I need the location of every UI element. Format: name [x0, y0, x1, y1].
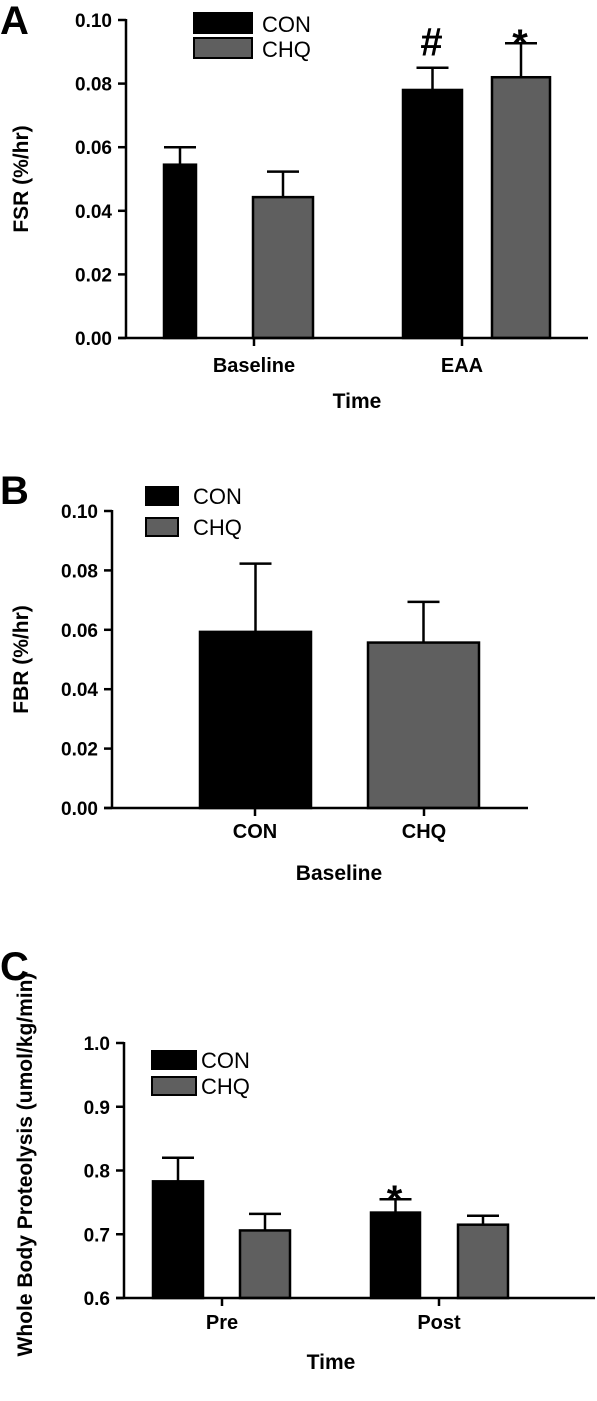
legend-swatch-chq	[193, 37, 253, 59]
y-tick-label: 0.02	[75, 265, 112, 286]
legend-swatch-con	[145, 486, 179, 506]
y-axis-title: Whole Body Proteolysis (umol/kg/min)	[14, 973, 37, 1357]
bar-con-con	[198, 630, 313, 810]
bar-chq-baseline	[251, 195, 315, 340]
panel-c: C 0.6 0.7 0.8 0.9 1.0 Pre Post Time Whole Body Pr…	[0, 945, 595, 1374]
panel-b: B 0.00 0.02 0.04 0.06 0.08 0.10 CON CHQ Baseline F…	[0, 469, 528, 885]
y-tick-label: 0.04	[61, 680, 98, 701]
y-tick-label: 0.9	[84, 1098, 110, 1119]
y-tick-label: 0.00	[75, 329, 112, 350]
y-tick-label: 0.10	[61, 502, 98, 523]
legend-label-chq: CHQ	[193, 515, 242, 540]
y-tick-label: 0.8	[84, 1162, 110, 1183]
x-category-label: CON	[233, 821, 277, 843]
y-tick-label: 0.06	[61, 621, 98, 642]
x-axis-title: Time	[333, 390, 382, 413]
y-tick-label: 0.04	[75, 202, 112, 223]
legend: CON CHQ	[145, 484, 242, 540]
legend-swatch-chq	[151, 1076, 197, 1096]
x-axis-title: Time	[307, 1351, 356, 1374]
panel-letter: A	[0, 0, 29, 43]
panel-letter: C	[0, 945, 29, 989]
bar-chq-eaa	[490, 75, 552, 340]
bar-con-eaa	[401, 88, 464, 340]
significance-mark: *	[512, 22, 528, 66]
bar-chq-chq	[366, 641, 481, 810]
x-category-label: CHQ	[402, 821, 446, 843]
bar-con-pre	[151, 1180, 205, 1300]
y-tick-label: 0.00	[61, 799, 98, 820]
legend-swatch-con	[193, 12, 253, 34]
panel-letter: B	[0, 469, 29, 513]
legend-label-con: CON	[193, 484, 242, 509]
bar-chq-pre	[238, 1229, 292, 1300]
y-tick-label: 0.7	[84, 1225, 110, 1246]
y-axis-title: FSR (%/hr)	[10, 125, 33, 232]
legend-label-con: CON	[201, 1048, 250, 1073]
x-category-label: Pre	[206, 1312, 238, 1334]
significance-mark: #	[420, 21, 442, 65]
x-category-label: Post	[417, 1312, 461, 1334]
y-tick-label: 0.08	[75, 75, 112, 96]
bar-chq-post	[456, 1223, 510, 1300]
legend-swatch-chq	[145, 517, 179, 537]
y-axis-title: FBR (%/hr)	[10, 605, 33, 714]
bar-con-post	[369, 1211, 422, 1300]
panel-a: A 0.00 0.02 0.04 0.06 0.08 0.10 Baseline EAA Time…	[0, 0, 588, 413]
y-tick-label: 0.10	[75, 11, 112, 32]
y-tick-label: 0.08	[61, 561, 98, 582]
y-tick-label: 1.0	[84, 1034, 110, 1055]
y-tick-label: 0.02	[61, 740, 98, 761]
x-category-label: EAA	[441, 355, 483, 377]
x-category-label: Baseline	[213, 355, 295, 377]
y-tick-label: 0.6	[84, 1289, 110, 1310]
y-tick-label: 0.06	[75, 138, 112, 159]
x-axis-title: Baseline	[296, 862, 382, 885]
legend-swatch-con	[151, 1050, 197, 1070]
legend-label-con: CON	[262, 12, 311, 37]
significance-mark: *	[387, 1178, 403, 1222]
legend-label-chq: CHQ	[262, 37, 311, 62]
bar-con-baseline	[162, 163, 198, 340]
legend-label-chq: CHQ	[201, 1074, 250, 1099]
